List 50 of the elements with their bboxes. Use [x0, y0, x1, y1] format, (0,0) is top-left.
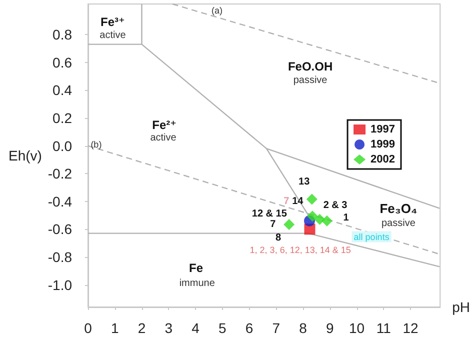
annotation: all points: [354, 232, 390, 242]
annotation: Fe²⁺: [152, 118, 177, 132]
x-tick-label: 3: [164, 320, 173, 336]
x-tick-label: 12: [402, 320, 419, 336]
x-tick-label: 10: [348, 320, 365, 336]
annotation: active: [150, 132, 177, 144]
annotation: passive: [381, 218, 416, 230]
legend-label: 1999: [370, 138, 396, 150]
x-tick-label: 1: [110, 320, 119, 336]
annotation: immune: [179, 278, 216, 289]
x-tick-label: 9: [326, 320, 334, 336]
x-tick-label: 11: [376, 320, 392, 336]
annotation: 12 & 15: [252, 208, 288, 220]
x-tick-label: 8: [299, 320, 308, 336]
annotation: 8: [276, 232, 282, 244]
annotation: (b): [90, 139, 102, 150]
annotation: 7: [284, 196, 290, 207]
y-tick-label: -0.8: [48, 248, 72, 265]
y-tick-label: 0.6: [52, 54, 72, 70]
annotation: 1, 2, 3, 6, 12, 13, 14 & 15: [250, 245, 351, 256]
y-axis-title: Eh(v): [8, 148, 42, 164]
y-tick-label: 0.0: [52, 138, 72, 154]
legend-label: 1997: [370, 124, 396, 136]
annotation: 13: [298, 176, 310, 188]
y-tick-label: 0.8: [52, 26, 72, 43]
y-tick-label: 0.2: [52, 110, 72, 126]
annotation: FeO.OH: [288, 60, 333, 74]
x-tick-label: 0: [84, 320, 92, 336]
annotation: 1: [343, 212, 350, 224]
y-tick-label: -0.6: [48, 221, 72, 238]
annotation: Fe: [189, 261, 204, 276]
x-tick-label: 6: [245, 320, 254, 336]
x-tick-label: 7: [272, 320, 280, 336]
annotation: active: [100, 30, 126, 41]
y-tick-label: -1.0: [48, 276, 72, 293]
y-tick-label: 0.4: [52, 82, 72, 98]
x-tick-label: 4: [192, 320, 200, 336]
x-axis-title: pH: [452, 299, 470, 315]
x-tick-label: 5: [218, 320, 226, 336]
annotation: Fe₃O₄: [380, 200, 418, 216]
annotation: passive: [293, 74, 328, 86]
annotation: 2 & 3: [323, 200, 348, 212]
legend-label: 2002: [370, 154, 396, 166]
y-tick-label: -0.2: [48, 166, 72, 182]
annotation: 7: [270, 218, 276, 230]
y-tick-label: -0.4: [48, 193, 72, 210]
annotation: 14: [292, 196, 304, 207]
x-tick-label: 2: [138, 320, 146, 336]
annotation: Fe³⁺: [100, 15, 125, 30]
annotation: (a): [212, 5, 223, 16]
